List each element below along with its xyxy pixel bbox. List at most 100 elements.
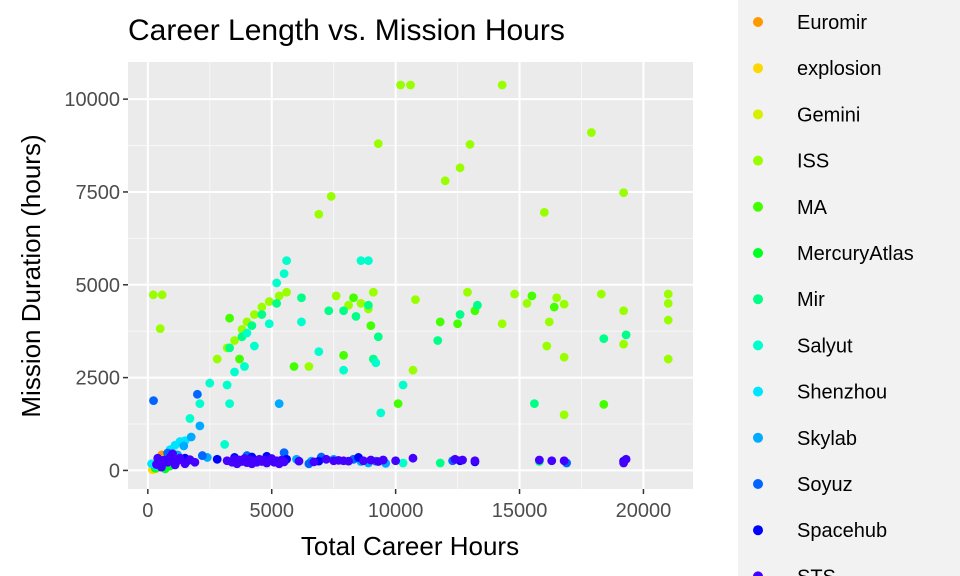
y-tick-label: 10000 — [64, 89, 120, 111]
data-point-mir — [297, 293, 306, 303]
data-point-sts — [309, 457, 319, 467]
data-point-iss — [663, 315, 673, 325]
data-point-iss — [440, 176, 450, 186]
x-axis-ticks: 0 5000 10000 15000 20000 — [142, 489, 671, 522]
data-point-iss — [249, 310, 259, 319]
data-point-salyut — [339, 365, 348, 375]
data-points — [147, 80, 673, 475]
data-point-iss — [274, 291, 284, 301]
data-point-iss — [455, 163, 465, 173]
x-tick-label: 5000 — [249, 500, 294, 522]
x-axis-title: Total Career Hours — [301, 531, 519, 561]
data-point-sts — [157, 462, 166, 472]
data-point-salyut — [240, 362, 249, 371]
data-point-ma — [289, 362, 299, 371]
data-point-iss — [586, 128, 596, 137]
data-point-iss — [522, 298, 532, 308]
data-point-soyuz — [149, 396, 158, 406]
y-tick-label: 7500 — [76, 182, 121, 204]
data-point-ma — [339, 350, 348, 360]
legend-label-soyuz: Soyuz — [797, 474, 853, 496]
data-point-salyut — [205, 378, 215, 388]
legend-key-shenzhou — [753, 386, 763, 397]
x-tick-label: 15000 — [492, 500, 548, 522]
data-point-ma — [453, 319, 462, 329]
data-point-salyut — [230, 367, 239, 377]
data-point-iss — [230, 336, 239, 345]
data-point-mir — [373, 332, 383, 342]
legend-key-soyuz — [753, 479, 763, 489]
x-tick-label: 20000 — [616, 500, 672, 522]
data-point-iss — [539, 207, 549, 217]
data-point-salyut — [314, 347, 324, 357]
legend-key-salyut — [753, 340, 763, 351]
data-point-mir — [351, 311, 361, 321]
legend-key-mercuryatlas — [753, 248, 763, 258]
data-point-iss — [148, 290, 158, 300]
data-point-salyut — [185, 414, 195, 423]
data-point-sts — [458, 455, 467, 465]
data-point-iss — [663, 354, 673, 364]
data-point-salyut — [356, 256, 366, 266]
data-point-iss — [212, 354, 222, 364]
data-point-iss — [282, 287, 291, 297]
y-tick-label: 0 — [109, 460, 120, 482]
data-point-skylab — [195, 421, 205, 431]
data-point-salyut — [249, 341, 259, 351]
data-point-sts — [279, 457, 289, 467]
legend-label-explosion: explosion — [797, 58, 882, 80]
legend-label-mir: Mir — [797, 289, 825, 311]
data-point-sts — [621, 454, 631, 464]
data-point-iss — [663, 298, 673, 308]
data-point-iss — [542, 341, 552, 351]
data-point-salyut — [272, 278, 282, 288]
data-point-iss — [331, 291, 341, 301]
data-point-iss — [356, 298, 366, 308]
data-point-skylab — [179, 441, 189, 451]
data-point-mir — [599, 334, 609, 344]
data-point-iss — [463, 287, 472, 297]
data-point-ma — [549, 302, 559, 312]
legend-label-salyut: Salyut — [797, 335, 853, 357]
data-point-salyut — [376, 408, 386, 418]
y-axis-ticks: 0 2500 5000 7500 10000 — [64, 89, 128, 482]
data-point-sts — [547, 456, 557, 466]
data-point-ma — [349, 293, 358, 303]
legend-label-mercuryatlas: MercuryAtlas — [797, 243, 914, 265]
data-point-salyut — [363, 256, 373, 266]
legend: Euromir explosion Gemini ISS MA MercuryAtlas M… — [753, 12, 914, 576]
data-point-salyut — [398, 380, 408, 390]
y-tick-label: 2500 — [76, 368, 121, 390]
data-point-sts — [470, 456, 480, 466]
legend-label-shenzhou: Shenzhou — [797, 382, 887, 404]
data-point-iss — [314, 209, 324, 219]
legend-label-gemini: Gemini — [797, 104, 860, 126]
data-point-iss — [497, 319, 507, 329]
major-gridlines — [128, 62, 693, 489]
legend-label-euromir: Euromir — [797, 12, 867, 34]
data-point-mir — [473, 300, 482, 310]
data-point-mir — [324, 306, 334, 316]
legend-key-gemini — [753, 109, 763, 120]
legend-key-explosion — [753, 63, 763, 74]
data-point-iss — [544, 317, 554, 327]
data-point-sts — [190, 457, 200, 467]
data-point-sts — [378, 455, 388, 465]
data-point-sts — [294, 456, 304, 466]
legend-key-euromir — [753, 17, 763, 27]
data-point-mir — [257, 310, 267, 319]
data-point-mir — [435, 458, 445, 468]
data-point-soyuz — [197, 451, 207, 460]
data-point-salyut — [242, 328, 252, 338]
y-axis-title: Mission Duration (hours) — [16, 134, 46, 417]
data-point-sts — [559, 456, 569, 466]
data-point-mir — [272, 298, 282, 308]
legend-key-skylab — [753, 432, 763, 443]
data-point-iss — [619, 188, 629, 198]
data-point-salyut — [297, 317, 306, 327]
data-point-ma — [225, 313, 235, 323]
data-point-mir — [225, 343, 235, 353]
data-point-iss — [465, 140, 475, 149]
data-point-ma — [235, 354, 244, 364]
legend-label-skylab: Skylab — [797, 428, 857, 450]
